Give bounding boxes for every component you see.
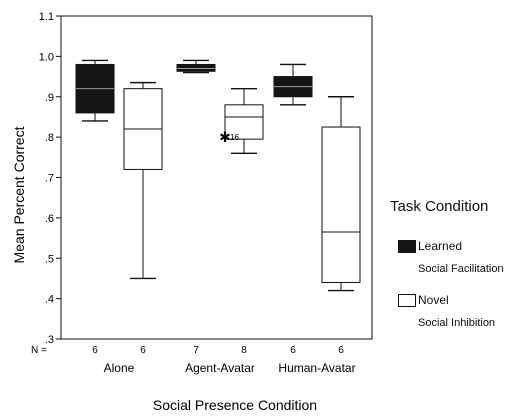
box-iqr <box>321 126 361 283</box>
legend-swatch-novel <box>398 294 416 307</box>
y-axis-ticks: .3 .4 .5 .6 .7 .8 .9 1.0 1.1 <box>39 11 61 346</box>
y-tick-label: .6 <box>45 213 54 225</box>
y-tick-label: 1.1 <box>39 11 54 23</box>
box-learned-agent-avatar <box>176 59 216 74</box>
category-labels: Alone Agent-Avatar Human-Avatar <box>104 361 356 375</box>
y-tick-label: .7 <box>45 173 54 185</box>
legend: Task Condition Learned Social Facilitati… <box>388 198 518 345</box>
box-novel-alone <box>123 81 163 280</box>
legend-sublabel-learned: Social Facilitation <box>418 263 504 275</box>
x-axis-title: Social Presence Condition <box>153 397 317 413</box>
box-novel-agent-avatar: ✱ 16 <box>219 87 264 154</box>
category-label: Alone <box>104 361 135 375</box>
outlier-marker: ✱ <box>219 129 231 145</box>
y-axis-title: Mean Percent Correct <box>11 126 27 263</box>
sample-size-label: 6 <box>140 345 146 356</box>
outlier-label: 16 <box>230 133 239 142</box>
legend-swatch-learned <box>398 240 416 253</box>
y-tick-label: .8 <box>45 132 54 144</box>
y-tick-label: 1.0 <box>39 51 54 63</box>
box-novel-human-avatar <box>321 96 361 292</box>
y-tick-label: .3 <box>45 334 54 346</box>
sample-size-label: 6 <box>92 345 98 356</box>
sample-size-label: 8 <box>241 345 247 356</box>
box-learned-human-avatar <box>273 63 313 106</box>
box-learned-alone <box>75 59 115 122</box>
y-tick-label: .4 <box>45 294 54 306</box>
box-plot-boxes: ✱ 16 <box>75 59 361 292</box>
sample-size-labels: N = 6 7 6 6 8 6 <box>31 345 344 356</box>
category-label: Agent-Avatar <box>185 361 255 375</box>
category-label: Human-Avatar <box>278 361 355 375</box>
legend-label-novel: Novel <box>418 293 449 307</box>
legend-sublabel-novel: Social Inhibition <box>418 317 496 329</box>
legend-label-learned: Learned <box>418 239 463 253</box>
box-iqr <box>224 104 264 140</box>
legend-title: Task Condition <box>390 198 489 215</box>
y-tick-label: .5 <box>45 253 54 265</box>
sample-size-label: 6 <box>338 345 344 356</box>
box-iqr <box>176 63 216 72</box>
legend-item-novel: Novel Social Inhibition <box>388 291 518 345</box>
n-row-label: N = <box>31 345 47 356</box>
y-tick-label: .9 <box>45 92 54 104</box>
sample-size-label: 7 <box>193 345 199 356</box>
legend-item-learned: Learned Social Facilitation <box>388 237 518 291</box>
sample-size-label: 6 <box>290 345 296 356</box>
